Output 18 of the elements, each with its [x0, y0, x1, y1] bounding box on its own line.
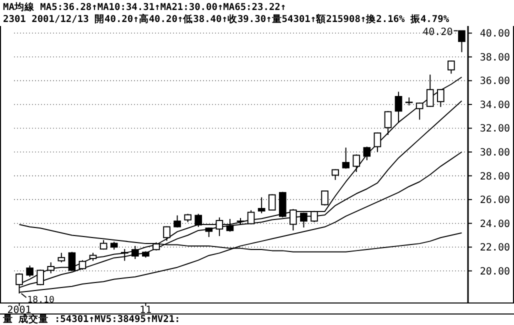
x-tick-label: 2001 [7, 305, 32, 316]
y-tick-label: 28.00 [480, 171, 510, 182]
y-tick-label: 20.00 [480, 266, 510, 278]
y-tick-label: 34.00 [480, 100, 510, 111]
y-tick-label: 40.00 [480, 28, 510, 40]
y-tick-label: 36.00 [480, 76, 510, 88]
chart-subtitle: 2301 2001/12/13 開40.20↑高40.20↑低38.40↑收39.30↑量54301↑額215908↑換2.16% 振4.79% [3, 13, 450, 25]
y-tick-label: 30.00 [480, 148, 510, 159]
annotation: 40.20 [422, 26, 453, 38]
chart-title: MA均線 MA5:36.28↑MA10:34.31↑MA21:30.00↑MA65:23.22↑ [3, 1, 286, 13]
y-tick-label: 38.00 [480, 52, 510, 64]
y-tick-label: 26.00 [480, 195, 510, 206]
y-tick-label: 32.00 [480, 124, 510, 135]
text: 量 成交量 :54301↑MV5:38495↑MV21: [2, 313, 180, 325]
y-tick-label: 24.00 [480, 218, 510, 230]
annotation: 18.10 [27, 295, 54, 306]
x-tick-label: 11 [140, 305, 152, 316]
y-tick-label: 22.00 [480, 242, 510, 254]
